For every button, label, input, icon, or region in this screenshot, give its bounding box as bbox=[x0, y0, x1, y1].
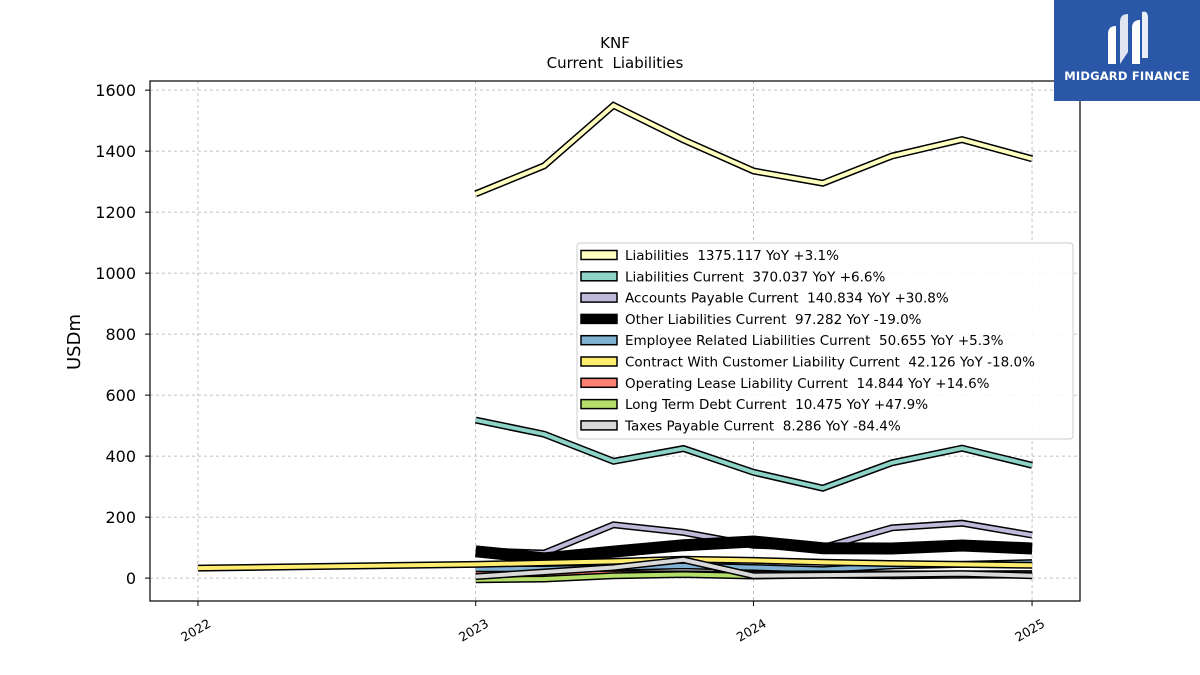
legend-swatch bbox=[580, 398, 618, 410]
y-axis-label: USDm bbox=[64, 314, 85, 370]
y-tick-label: 600 bbox=[105, 386, 136, 405]
series-line-other-liabilities-current bbox=[475, 535, 1033, 565]
series-line-liabilities bbox=[474, 101, 1034, 198]
legend-item: Employee Related Liabilities Current 50.… bbox=[580, 333, 1004, 349]
legend-label: Operating Lease Liability Current 14.844… bbox=[625, 376, 990, 392]
legend-label: Liabilities Current 370.037 YoY +6.6% bbox=[625, 269, 885, 285]
legend-label: Employee Related Liabilities Current 50.… bbox=[625, 333, 1004, 349]
legend-swatch bbox=[580, 249, 618, 261]
legend-swatch bbox=[580, 292, 618, 303]
legend-label: Liabilities 1375.117 YoY +3.1% bbox=[625, 248, 839, 264]
y-tick-label: 800 bbox=[105, 325, 136, 344]
x-tick-label: 2025 bbox=[1012, 616, 1047, 645]
legend-label: Other Liabilities Current 97.282 YoY -19… bbox=[625, 312, 922, 328]
legend-item: Operating Lease Liability Current 14.844… bbox=[580, 376, 990, 392]
legend-label: Accounts Payable Current 140.834 YoY +30… bbox=[625, 291, 949, 307]
legend-item: Taxes Payable Current 8.286 YoY -84.4% bbox=[580, 418, 901, 434]
x-tick-label: 2022 bbox=[178, 616, 213, 645]
x-axis-ticks: 2022 2023 2024 2025 bbox=[178, 601, 1047, 645]
brand-logo: MIDGARD FINANCE bbox=[1054, 0, 1200, 101]
midgard-logo-icon bbox=[1108, 11, 1148, 64]
x-tick-label: 2024 bbox=[734, 616, 769, 645]
y-tick-label: 400 bbox=[105, 447, 136, 466]
legend: Liabilities 1375.117 YoY +3.1% Liabilitie… bbox=[576, 242, 1074, 440]
y-tick-label: 1600 bbox=[95, 81, 136, 100]
legend-swatch bbox=[580, 420, 618, 431]
legend-label: Contract With Customer Liability Current… bbox=[625, 355, 1035, 371]
legend-swatch bbox=[580, 356, 618, 367]
legend-label: Long Term Debt Current 10.475 YoY +47.9% bbox=[625, 397, 928, 413]
y-tick-label: 1400 bbox=[95, 142, 136, 161]
chart-title: KNF bbox=[600, 34, 630, 52]
y-axis-ticks: 0 200 400 600 800 1000 1200 1400 1600 bbox=[95, 81, 150, 588]
legend-swatch bbox=[580, 377, 618, 389]
legend-item: Accounts Payable Current 140.834 YoY +30… bbox=[580, 291, 949, 307]
legend-swatch bbox=[580, 313, 618, 325]
y-tick-label: 1200 bbox=[95, 203, 136, 222]
x-tick-label: 2023 bbox=[456, 616, 491, 645]
series-line-contract-with-customer-liability-current bbox=[197, 555, 1033, 572]
legend-swatch bbox=[580, 334, 618, 346]
legend-box bbox=[576, 242, 1074, 440]
legend-item: Liabilities Current 370.037 YoY +6.6% bbox=[580, 269, 885, 285]
brand-name: MIDGARD FINANCE bbox=[1064, 69, 1190, 83]
legend-label: Taxes Payable Current 8.286 YoY -84.4% bbox=[624, 418, 901, 434]
legend-item: Long Term Debt Current 10.475 YoY +47.9% bbox=[580, 397, 928, 413]
y-tick-label: 200 bbox=[105, 508, 136, 527]
plot-frame bbox=[149, 80, 1081, 602]
y-tick-label: 1000 bbox=[95, 264, 136, 283]
legend-item: Contract With Customer Liability Current… bbox=[580, 355, 1035, 371]
series-line-liabilities-current bbox=[474, 416, 1033, 492]
legend-item: Other Liabilities Current 97.282 YoY -19… bbox=[580, 312, 922, 328]
legend-item: Liabilities 1375.117 YoY +3.1% bbox=[580, 248, 839, 264]
legend-swatch bbox=[580, 271, 618, 282]
y-tick-label: 0 bbox=[126, 569, 136, 588]
series-line-taxes-payable-current bbox=[475, 556, 1033, 581]
series-lines bbox=[197, 101, 1034, 584]
chart-subtitle: Current Liabilities bbox=[547, 54, 684, 72]
